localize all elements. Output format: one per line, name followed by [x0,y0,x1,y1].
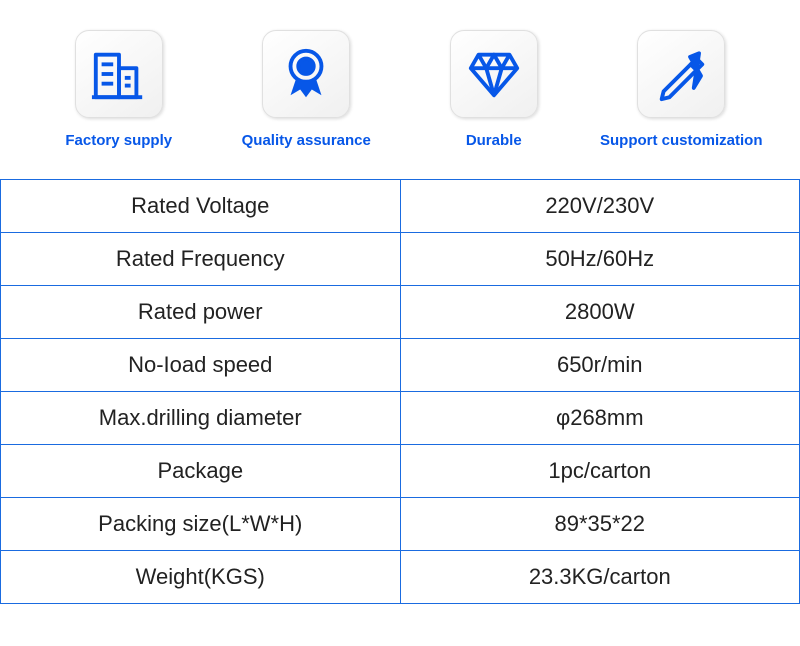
feature-quality: Quality assurance [218,30,396,149]
spec-param: Rated Voltage [1,180,401,233]
table-row: Weight(KGS) 23.3KG/carton [1,551,800,604]
spec-param: Package [1,445,401,498]
diamond-icon [450,30,538,118]
features-row: Factory supply Quality assurance Durable [0,0,800,169]
table-row: Rated Frequency 50Hz/60Hz [1,233,800,286]
spec-param: Rated Frequency [1,233,401,286]
spec-value: 89*35*22 [400,498,800,551]
spec-param: No-Ioad speed [1,339,401,392]
table-row: Packing size(L*W*H) 89*35*22 [1,498,800,551]
feature-label: Factory supply [65,132,172,149]
spec-param: Weight(KGS) [1,551,401,604]
table-row: No-Ioad speed 650r/min [1,339,800,392]
spec-value: 220V/230V [400,180,800,233]
feature-label: Durable [466,132,522,149]
spec-value: 50Hz/60Hz [400,233,800,286]
spec-value: 23.3KG/carton [400,551,800,604]
table-row: Package 1pc/carton [1,445,800,498]
feature-factory: Factory supply [30,30,208,149]
spec-value: φ268mm [400,392,800,445]
spec-param: Max.drilling diameter [1,392,401,445]
specs-table-body: Rated Voltage 220V/230V Rated Frequency … [1,180,800,604]
customize-icon [637,30,725,118]
spec-value: 650r/min [400,339,800,392]
feature-label: Support customization [600,132,763,149]
spec-value: 2800W [400,286,800,339]
feature-durable: Durable [405,30,583,149]
table-row: Rated Voltage 220V/230V [1,180,800,233]
specs-table: Rated Voltage 220V/230V Rated Frequency … [0,179,800,604]
table-row: Rated power 2800W [1,286,800,339]
table-row: Max.drilling diameter φ268mm [1,392,800,445]
award-icon [262,30,350,118]
spec-param: Packing size(L*W*H) [1,498,401,551]
feature-label: Quality assurance [242,132,371,149]
feature-customization: Support customization [593,30,771,149]
spec-param: Rated power [1,286,401,339]
spec-value: 1pc/carton [400,445,800,498]
factory-icon [75,30,163,118]
